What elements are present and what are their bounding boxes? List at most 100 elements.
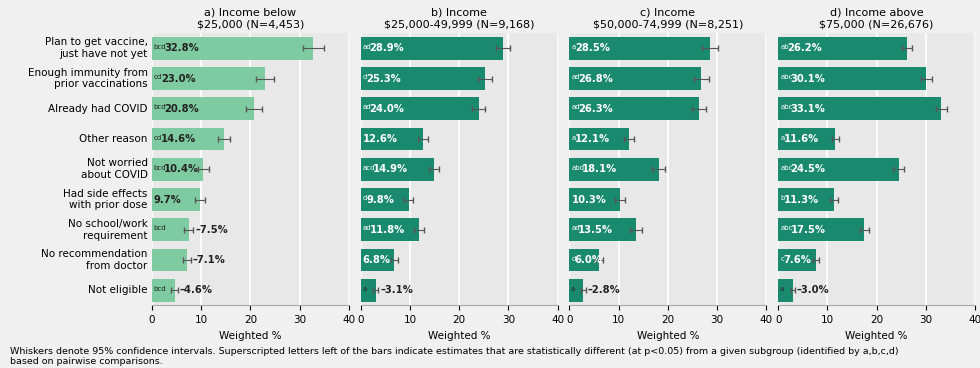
Text: –4.6%: –4.6% bbox=[180, 285, 213, 295]
Text: 18.1%: 18.1% bbox=[582, 164, 617, 174]
Text: a: a bbox=[571, 286, 575, 292]
Text: cd: cd bbox=[154, 74, 162, 80]
Bar bbox=[361, 188, 409, 211]
Text: –3.1%: –3.1% bbox=[380, 285, 414, 295]
Text: 10.3%: 10.3% bbox=[571, 195, 607, 205]
Text: 6.8%: 6.8% bbox=[363, 255, 391, 265]
Text: a: a bbox=[571, 135, 575, 141]
Text: ad: ad bbox=[571, 104, 580, 110]
Text: acd: acd bbox=[363, 165, 375, 171]
Text: 26.2%: 26.2% bbox=[787, 43, 822, 53]
Title: d) Income above
$75,000 (N=26,676): d) Income above $75,000 (N=26,676) bbox=[819, 8, 934, 29]
Text: Whiskers denote 95% confidence intervals. Superscripted letters left of the bars: Whiskers denote 95% confidence intervals… bbox=[10, 347, 899, 366]
Bar bbox=[778, 249, 815, 272]
Text: 30.1%: 30.1% bbox=[791, 74, 825, 84]
Title: c) Income
$50,000-74,999 (N=8,251): c) Income $50,000-74,999 (N=8,251) bbox=[593, 8, 743, 29]
Text: cd: cd bbox=[154, 135, 162, 141]
Text: bcd: bcd bbox=[154, 286, 166, 292]
Text: abc: abc bbox=[780, 74, 793, 80]
Text: 28.5%: 28.5% bbox=[575, 43, 610, 53]
Text: –3.0%: –3.0% bbox=[797, 285, 829, 295]
Text: 24.5%: 24.5% bbox=[791, 164, 825, 174]
Text: ad: ad bbox=[571, 74, 580, 80]
Bar bbox=[778, 98, 941, 120]
Text: 20.8%: 20.8% bbox=[165, 104, 199, 114]
Bar bbox=[569, 249, 599, 272]
Text: a: a bbox=[780, 286, 784, 292]
Text: 28.9%: 28.9% bbox=[369, 43, 405, 53]
Text: ad: ad bbox=[363, 44, 371, 50]
Text: a: a bbox=[363, 286, 367, 292]
Text: –2.8%: –2.8% bbox=[588, 285, 620, 295]
Bar bbox=[361, 98, 479, 120]
Text: 12.6%: 12.6% bbox=[363, 134, 398, 144]
Text: 14.9%: 14.9% bbox=[373, 164, 408, 174]
Text: d: d bbox=[571, 255, 576, 262]
Text: ad: ad bbox=[363, 225, 371, 231]
Bar bbox=[569, 158, 659, 181]
Bar bbox=[152, 249, 187, 272]
Bar bbox=[152, 219, 189, 241]
Text: ab: ab bbox=[780, 44, 789, 50]
X-axis label: Weighted %: Weighted % bbox=[428, 331, 490, 341]
Text: –7.5%: –7.5% bbox=[195, 225, 228, 235]
Title: b) Income
$25,000-49,999 (N=9,168): b) Income $25,000-49,999 (N=9,168) bbox=[384, 8, 534, 29]
Bar bbox=[361, 158, 434, 181]
Bar bbox=[778, 128, 835, 151]
Bar bbox=[361, 249, 394, 272]
Text: 14.6%: 14.6% bbox=[161, 134, 196, 144]
Text: 26.3%: 26.3% bbox=[578, 104, 613, 114]
Bar bbox=[569, 279, 583, 302]
Bar bbox=[778, 158, 899, 181]
Text: c: c bbox=[780, 255, 784, 262]
Text: abc: abc bbox=[780, 165, 793, 171]
Text: 12.1%: 12.1% bbox=[575, 134, 610, 144]
Text: d: d bbox=[363, 195, 367, 201]
Text: 10.4%: 10.4% bbox=[165, 164, 199, 174]
Bar bbox=[778, 188, 834, 211]
Text: 6.0%: 6.0% bbox=[575, 255, 603, 265]
Bar bbox=[569, 188, 620, 211]
Text: 23.0%: 23.0% bbox=[161, 74, 195, 84]
Text: abc: abc bbox=[780, 104, 793, 110]
Text: 17.5%: 17.5% bbox=[791, 225, 825, 235]
Text: 7.6%: 7.6% bbox=[784, 255, 811, 265]
X-axis label: Weighted %: Weighted % bbox=[637, 331, 699, 341]
Text: 24.0%: 24.0% bbox=[369, 104, 405, 114]
Bar bbox=[152, 98, 254, 120]
Bar bbox=[361, 128, 422, 151]
Text: 13.5%: 13.5% bbox=[578, 225, 613, 235]
X-axis label: Weighted %: Weighted % bbox=[220, 331, 281, 341]
X-axis label: Weighted %: Weighted % bbox=[846, 331, 907, 341]
Text: bcd: bcd bbox=[154, 44, 167, 50]
Text: 9.8%: 9.8% bbox=[367, 195, 394, 205]
Bar bbox=[152, 188, 200, 211]
Text: ad: ad bbox=[363, 104, 371, 110]
Text: b: b bbox=[780, 195, 785, 201]
Text: d: d bbox=[363, 74, 367, 80]
Text: 11.6%: 11.6% bbox=[784, 134, 819, 144]
Text: a: a bbox=[571, 44, 575, 50]
Bar bbox=[569, 98, 699, 120]
Text: 33.1%: 33.1% bbox=[791, 104, 825, 114]
Bar bbox=[152, 128, 223, 151]
Bar bbox=[778, 279, 793, 302]
Text: 25.3%: 25.3% bbox=[367, 74, 401, 84]
Bar bbox=[361, 37, 503, 60]
Text: ad: ad bbox=[571, 225, 580, 231]
Text: –7.1%: –7.1% bbox=[193, 255, 225, 265]
Bar bbox=[569, 37, 710, 60]
Bar bbox=[569, 219, 636, 241]
Bar bbox=[778, 67, 926, 90]
Text: bcd: bcd bbox=[154, 104, 167, 110]
Text: 9.7%: 9.7% bbox=[154, 195, 181, 205]
Text: 26.8%: 26.8% bbox=[578, 74, 613, 84]
Bar bbox=[152, 37, 314, 60]
Text: 11.3%: 11.3% bbox=[784, 195, 818, 205]
Bar bbox=[778, 219, 864, 241]
Bar bbox=[152, 279, 174, 302]
Text: bcd: bcd bbox=[154, 225, 166, 231]
Bar bbox=[361, 67, 485, 90]
Text: abd: abd bbox=[571, 165, 584, 171]
Text: 11.8%: 11.8% bbox=[369, 225, 405, 235]
